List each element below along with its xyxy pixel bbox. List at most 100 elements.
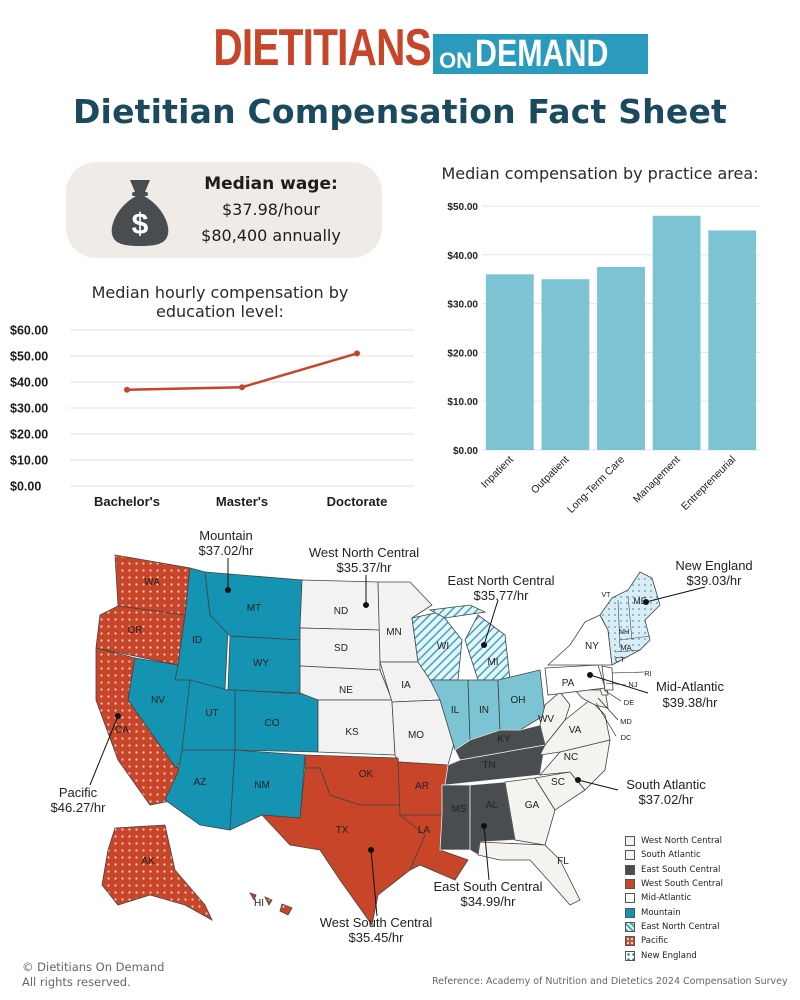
money-bag-icon: $ (111, 180, 169, 246)
map-legend: West North Central South Atlantic East S… (625, 834, 785, 963)
state-label-ks: KS (345, 727, 359, 738)
line-y-tick: $0.00 (10, 480, 41, 494)
state-label-mn: MN (386, 627, 402, 638)
state-label-va: VA (569, 725, 582, 736)
state-nj (601, 665, 614, 691)
callout-sa-wage: $37.02/hr (639, 792, 695, 807)
legend-item: Mid-Atlantic (625, 891, 785, 905)
state-label-nv: NV (151, 695, 165, 706)
bar (541, 279, 590, 450)
legend-swatch (625, 850, 635, 861)
line-y-tick: $50.00 (10, 350, 48, 364)
bar-y-tick: $50.00 (447, 202, 478, 213)
state-label-ri: RI (644, 669, 652, 678)
state-label-id: ID (192, 635, 202, 646)
state-label-ny: NY (585, 641, 599, 652)
legend-swatch (625, 907, 635, 918)
callout-leaders (89, 558, 706, 917)
state-label-nc: NC (564, 752, 578, 763)
state-label-mo: MO (408, 730, 424, 741)
callout-sa-name: South Atlantic (626, 777, 706, 792)
state-label-ga: GA (525, 800, 540, 811)
state-label-dc: DC (621, 733, 632, 742)
state-label-wv: WV (538, 714, 554, 725)
bar (597, 267, 645, 450)
legend-item: East North Central (625, 920, 785, 934)
callout-mountain-name: Mountain (199, 528, 252, 543)
state-md (574, 689, 609, 709)
state-label-co: CO (265, 718, 280, 729)
state-label-wy: WY (253, 658, 269, 669)
state-mi (428, 604, 511, 681)
callout-pacific-name: Pacific (59, 785, 98, 800)
state-label-tx: TX (336, 825, 349, 836)
line-y-tick: $30.00 (10, 402, 48, 416)
state-label-wa: WA (144, 577, 160, 588)
state-label-pa: PA (562, 678, 575, 689)
callout-ma-wage: $39.38/hr (663, 695, 719, 710)
state-hi (249, 892, 293, 916)
page-title: Dietitian Compensation Fact Sheet (72, 92, 728, 131)
legend-swatch (625, 936, 635, 947)
state-label-az: AZ (194, 777, 207, 788)
bar-y-tick: $0.00 (453, 446, 478, 457)
state-label-nh: NH (619, 627, 630, 636)
line-chart: $60.00 $50.00 $40.00 $30.00 $20.00 $10.00 $0.0… (10, 324, 414, 509)
bar-chart: $50.00 $40.00 $30.00 $20.00 $10.00 $0.00Inpat… (447, 202, 760, 516)
us-region-map: WA OR CA AK HI ID MT WY NV UT CO AZ NM N… (51, 528, 753, 945)
bar-x-tick: Inpatient (479, 454, 516, 491)
state-label-ct: CT (615, 655, 625, 664)
state-label-oh: OH (511, 695, 526, 706)
legend-swatch (625, 864, 635, 875)
callout-mountain-wage: $37.02/hr (199, 543, 255, 558)
line-y-tick: $20.00 (10, 428, 48, 442)
brand-word-2: DEMAND (475, 33, 609, 75)
callout-wsc-name: West South Central (320, 915, 433, 930)
footer-rights: All rights reserved. (22, 975, 131, 989)
state-label-sc: SC (551, 777, 565, 788)
callout-pacific-wage: $46.27/hr (51, 800, 107, 815)
callout-ne-name: New England (675, 558, 752, 573)
line-x-tick: Master's (216, 494, 268, 509)
callout-wsc-wage: $35.45/hr (349, 930, 405, 945)
median-wage-hourly: $37.98/hour (221, 200, 321, 219)
footer-reference: Reference: Academy of Nutrition and Diet… (432, 976, 788, 987)
legend-swatch (625, 893, 635, 904)
line-y-tick: $40.00 (10, 376, 48, 390)
state-oh (497, 669, 546, 731)
state-label-ne: NE (339, 685, 353, 696)
callout-enc-name: East North Central (448, 573, 555, 588)
state-ga (504, 777, 556, 846)
legend-item: East South Central (625, 863, 785, 877)
callout-ma-name: Mid-Atlantic (656, 679, 724, 694)
state-label-nd: ND (334, 606, 348, 617)
line-x-tick: Bachelor's (94, 494, 160, 509)
line-point (239, 384, 245, 391)
state-label-mi: MI (487, 657, 498, 668)
state-label-ms: MS (452, 804, 467, 815)
brand-box: ON DEMAND (433, 34, 648, 74)
state-label-sd: SD (334, 643, 348, 654)
state-ak (101, 824, 213, 921)
legend-item: Mountain (625, 905, 785, 919)
legend-item: South Atlantic (625, 848, 785, 862)
state-tn (444, 744, 546, 786)
bar (485, 274, 534, 450)
state-label-vt: VT (602, 592, 612, 599)
bar (652, 215, 701, 450)
line-x-tick: Doctorate (327, 494, 388, 509)
median-wage-label: Median wage: (204, 174, 338, 194)
state-label-tn: TN (482, 760, 495, 771)
state-label-ok: OK (359, 769, 374, 780)
bar-x-tick: Entrepreneurial (679, 454, 738, 513)
line-point (124, 386, 130, 393)
bar-x-tick: Long-Term Care (565, 454, 627, 516)
legend-swatch (625, 836, 635, 847)
callout-ne-wage: $39.03/hr (687, 573, 743, 588)
state-or (95, 605, 186, 666)
state-label-hi: HI (254, 898, 264, 909)
state-ny (546, 614, 613, 666)
line-point (354, 350, 360, 357)
state-label-ma: MA (620, 643, 631, 652)
brand-on: ON (439, 48, 473, 73)
